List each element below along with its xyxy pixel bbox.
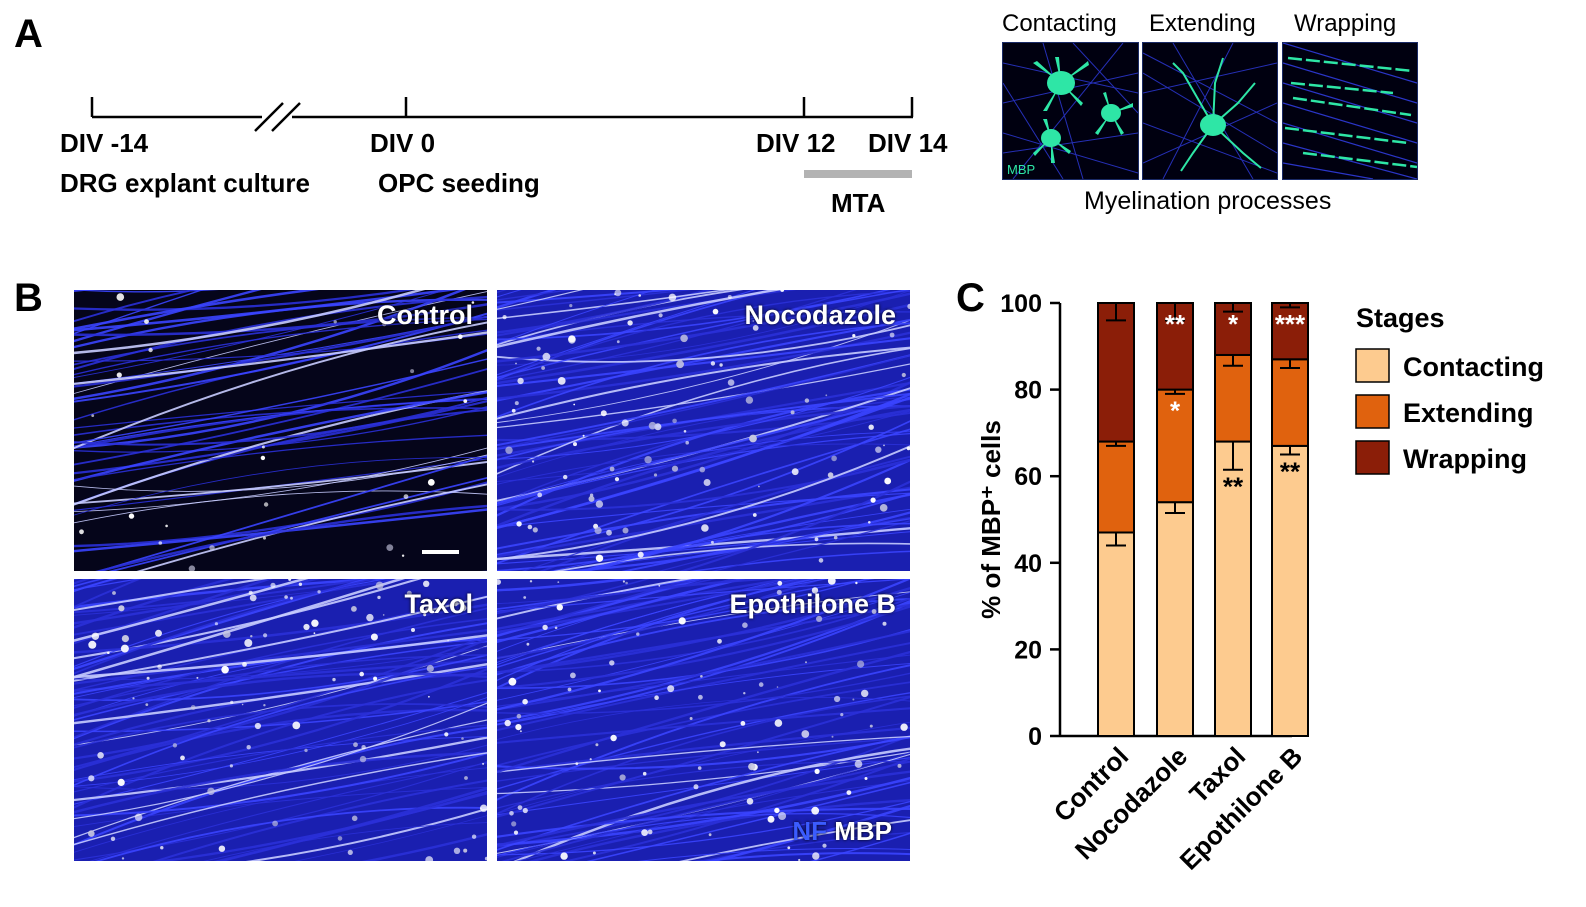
micrograph-taxol: Taxol [74, 579, 487, 861]
myelination-caption: Myelination processes [1084, 187, 1332, 215]
wrapping-micrograph [1282, 42, 1418, 180]
stage-header: Contacting [1002, 10, 1117, 37]
bar-segment [1097, 302, 1135, 443]
y-tick-label: 100 [1000, 290, 1042, 318]
legend-swatch [1355, 348, 1390, 383]
panel-b-label: B [14, 276, 43, 320]
micrograph-control: Control [74, 290, 487, 571]
timeline-day: DIV 12 [756, 128, 836, 158]
mta-label: MTA [831, 188, 886, 218]
timeline-day: DIV -14 [60, 128, 149, 158]
micrograph-nocodazole: Nocodazole [497, 290, 910, 571]
significance-mark: * [1170, 396, 1181, 426]
timeline-axis [90, 97, 914, 178]
y-tick-label: 60 [1014, 463, 1042, 491]
legend-swatch [1355, 440, 1390, 475]
timeline-day: DIV 0 [370, 128, 436, 158]
stage-header: Wrapping [1294, 10, 1397, 37]
panel-c-label: C [956, 276, 985, 320]
y-tick-label: 40 [1014, 550, 1042, 578]
legend-title: Stages [1356, 303, 1445, 333]
stage-header: Extending [1149, 10, 1256, 37]
bar-segment [1214, 440, 1252, 737]
panel-title: Epothilone B [729, 589, 896, 619]
micrograph-epothilone-b: Epothilone B NF MBP [497, 579, 910, 861]
stain-legend: NF MBP [792, 816, 892, 847]
legend-label: Wrapping [1403, 444, 1527, 474]
y-tick-label: 20 [1014, 636, 1042, 664]
significance-mark: ** [1165, 309, 1186, 339]
extending-micrograph [1142, 42, 1278, 180]
significance-mark: * [1228, 309, 1239, 339]
bar-segment [1097, 440, 1135, 534]
bar-segment [1214, 353, 1252, 443]
timeline-day: DIV 14 [868, 128, 948, 158]
bar-segment [1271, 302, 1309, 361]
timeline-event: DRG explant culture [60, 168, 310, 198]
significance-mark: ** [1223, 472, 1244, 502]
bar-segment [1156, 388, 1194, 504]
scale-bar [422, 550, 459, 554]
significance-mark: *** [1275, 309, 1306, 339]
y-tick-label: 80 [1014, 377, 1042, 405]
panel-title: Control [377, 300, 473, 330]
bar-segment [1271, 444, 1309, 737]
panel-title: Nocodazole [744, 300, 896, 330]
panel-title: Taxol [404, 589, 473, 619]
bar-segment [1097, 531, 1135, 737]
contacting-micrograph: MBP [1002, 42, 1139, 180]
panel-a-label: A [14, 12, 43, 56]
legend-label: Extending [1403, 398, 1534, 428]
bar-segment [1156, 501, 1194, 737]
mbp-stain-label: MBP [1007, 162, 1036, 177]
timeline-event: OPC seeding [378, 168, 540, 198]
legend-label: Contacting [1403, 352, 1544, 382]
bar-segment [1271, 358, 1309, 447]
mbp-legend: MBP [834, 816, 892, 846]
y-axis-title: % of MBP⁺ cells [976, 420, 1006, 619]
legend-swatch [1355, 394, 1390, 429]
y-tick-label: 0 [1028, 723, 1042, 751]
nf-legend: NF [792, 816, 827, 846]
significance-mark: ** [1280, 457, 1301, 487]
